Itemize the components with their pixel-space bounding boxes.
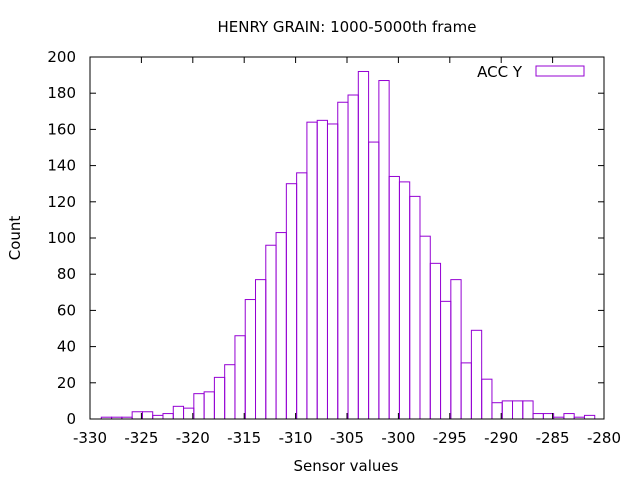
y-tick-label: 80 bbox=[57, 265, 76, 283]
histogram-bar bbox=[316, 119, 328, 420]
histogram-bar bbox=[409, 195, 421, 420]
y-axis-ticks: 0 20 40 60 80 100 120 140 160 180 200 bbox=[47, 48, 604, 428]
legend-swatch-acc-y bbox=[535, 65, 585, 77]
histogram-bar bbox=[470, 329, 483, 420]
legend: ACC Y bbox=[477, 63, 585, 81]
x-tick-label: -305 bbox=[330, 429, 364, 447]
histogram-bar bbox=[501, 400, 514, 420]
histogram-bar bbox=[419, 235, 431, 420]
y-tick-label: 20 bbox=[57, 374, 76, 392]
histogram-bar bbox=[440, 300, 452, 420]
histogram-bar bbox=[306, 121, 318, 420]
y-tick-label: 100 bbox=[47, 229, 76, 247]
x-tick-label: -320 bbox=[176, 429, 210, 447]
x-tick-label: -280 bbox=[587, 429, 621, 447]
plot-frame bbox=[89, 56, 605, 420]
x-axis-ticks: -330 -325 -320 -315 -310 -305 -300 -295 -290 -285… bbox=[73, 57, 621, 447]
histogram-bar bbox=[481, 378, 493, 420]
y-tick-label: 200 bbox=[47, 48, 76, 66]
histogram-bar bbox=[244, 299, 257, 420]
x-tick-label: -300 bbox=[381, 429, 415, 447]
histogram-bar bbox=[326, 123, 339, 420]
histogram-bar bbox=[388, 175, 400, 420]
histogram-bar bbox=[398, 181, 411, 420]
histogram-bar bbox=[450, 279, 462, 420]
histogram-bar bbox=[347, 94, 359, 420]
x-tick-label: -295 bbox=[433, 429, 467, 447]
y-tick-label: 120 bbox=[47, 193, 76, 211]
histogram-bar bbox=[183, 407, 195, 420]
y-tick-label: 140 bbox=[47, 157, 76, 175]
histogram-bar bbox=[265, 244, 277, 420]
histogram-bar bbox=[532, 413, 544, 420]
histogram-bar bbox=[162, 413, 174, 420]
histogram-bar bbox=[378, 80, 390, 420]
x-tick-label: -325 bbox=[124, 429, 158, 447]
histogram-bar bbox=[357, 70, 370, 420]
y-tick-label: 60 bbox=[57, 301, 76, 319]
x-tick-label: -315 bbox=[227, 429, 261, 447]
histogram-bar bbox=[152, 414, 164, 420]
histogram-bar bbox=[542, 413, 555, 420]
x-tick-label: -310 bbox=[279, 429, 313, 447]
histogram-bar bbox=[255, 279, 267, 420]
x-axis-label: Sensor values bbox=[294, 457, 399, 475]
histogram-bar bbox=[563, 413, 575, 420]
histogram-bars bbox=[100, 70, 596, 420]
histogram-bar bbox=[337, 101, 349, 420]
x-tick-label: -285 bbox=[536, 429, 570, 447]
histogram-bar bbox=[131, 411, 143, 420]
histogram-bar bbox=[141, 411, 154, 420]
histogram-bar bbox=[275, 232, 287, 420]
y-tick-label: 40 bbox=[57, 338, 76, 356]
histogram-bar bbox=[213, 376, 226, 420]
histogram-bar bbox=[193, 393, 205, 420]
histogram-bar bbox=[429, 262, 442, 420]
y-tick-label: 0 bbox=[66, 410, 76, 428]
histogram-bar bbox=[522, 400, 534, 420]
y-axis-label: Count bbox=[6, 216, 24, 261]
legend-label-acc-y: ACC Y bbox=[477, 63, 523, 81]
histogram-bar bbox=[460, 362, 472, 420]
histogram-bar bbox=[224, 364, 236, 420]
histogram-bar bbox=[285, 183, 298, 420]
histogram-bar bbox=[368, 141, 380, 420]
histogram-bar bbox=[203, 391, 215, 420]
x-tick-label: -330 bbox=[73, 429, 107, 447]
histogram-bar bbox=[583, 414, 596, 420]
y-tick-label: 160 bbox=[47, 120, 76, 138]
x-tick-label: -290 bbox=[484, 429, 518, 447]
chart-title: HENRY GRAIN: 1000-5000th frame bbox=[218, 18, 477, 36]
histogram-bar bbox=[296, 172, 308, 420]
histogram-bar bbox=[512, 400, 524, 420]
histogram-bar bbox=[172, 405, 185, 420]
histogram-bar bbox=[491, 402, 503, 420]
y-tick-label: 180 bbox=[47, 84, 76, 102]
histogram-bar bbox=[234, 335, 246, 420]
